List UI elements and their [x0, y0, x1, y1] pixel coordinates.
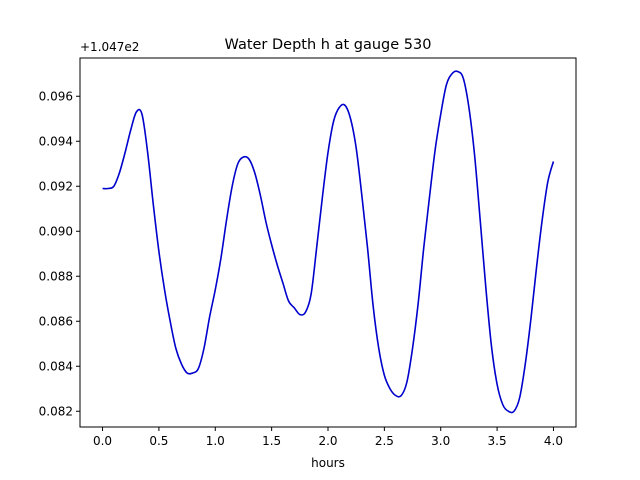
series-line [102, 70, 555, 414]
y-tick-label: 0.092 [39, 179, 73, 193]
y-tick-label: 0.088 [39, 269, 73, 283]
x-tick-label: 2.5 [375, 434, 394, 448]
y-tick-label: 0.084 [39, 359, 73, 373]
x-tick-label: 0.5 [149, 434, 168, 448]
y-axis: 0.082 0.084 0.086 0.088 0.090 0.092 0.094 0.096 [39, 89, 80, 418]
y-offset-label: +1.047e2 [80, 40, 139, 54]
x-tick-label: 1.5 [262, 434, 281, 448]
x-tick-label: 1.0 [206, 434, 225, 448]
y-tick-label: 0.090 [39, 224, 73, 238]
x-axis: 0.0 0.5 1.0 1.5 2.0 2.5 3.0 3.5 4.0 [93, 427, 563, 448]
x-tick-label: 4.0 [544, 434, 563, 448]
y-tick-label: 0.096 [39, 89, 73, 103]
y-tick-label: 0.082 [39, 404, 73, 418]
x-axis-label: hours [311, 456, 345, 470]
y-tick-label: 0.086 [39, 314, 73, 328]
x-tick-label: 3.0 [431, 434, 450, 448]
chart-title: Water Depth h at gauge 530 [225, 37, 432, 53]
x-tick-label: 2.0 [318, 434, 337, 448]
series-layer [102, 70, 555, 414]
x-tick-label: 3.5 [488, 434, 507, 448]
y-tick-label: 0.094 [39, 134, 73, 148]
x-tick-label: 0.0 [93, 434, 112, 448]
